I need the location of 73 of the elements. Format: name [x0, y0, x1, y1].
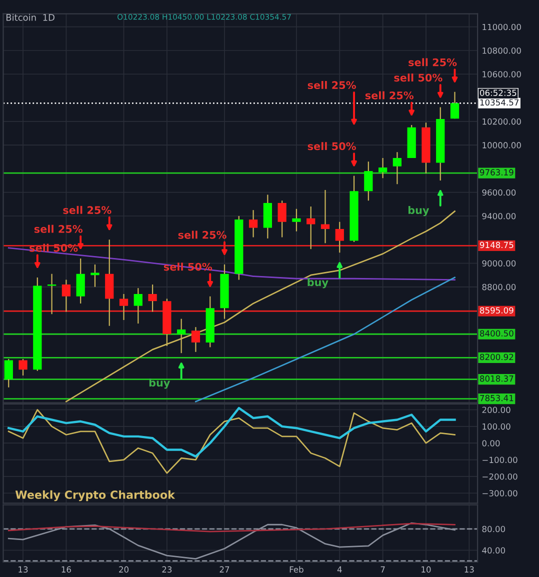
y-tick-label: 100.00	[482, 423, 510, 430]
y-tick-label: 8800.00	[482, 284, 516, 290]
y-tick-label: 9400.00	[482, 212, 516, 220]
y-tick-label: −200.00	[482, 473, 518, 480]
candlestick	[364, 161, 373, 202]
ref-line-label: 8018.37	[480, 375, 514, 382]
ref-line-label: 9763.19	[480, 169, 514, 176]
candlestick	[18, 358, 28, 376]
line-series	[8, 406, 456, 458]
candlestick	[248, 210, 258, 238]
ref-line-label: 7853.41	[480, 394, 514, 402]
annotation: buy	[308, 278, 328, 288]
candlestick	[177, 318, 186, 354]
annotation: sell 50%	[394, 74, 442, 82]
candlestick	[119, 293, 128, 321]
candlestick	[335, 221, 344, 254]
ref-line-label: 8595.09	[480, 307, 514, 314]
x-tick-label: 7	[380, 566, 385, 572]
candlestick	[392, 152, 402, 185]
annotation: sell 25%	[63, 206, 112, 214]
y-tick-label: −100.00	[482, 456, 518, 464]
candlestick	[134, 288, 142, 324]
annotation: sell 25%	[178, 230, 226, 239]
candlestick	[62, 279, 71, 312]
annotation: sell 25%	[308, 80, 356, 90]
ref-line-label: 9148.75	[480, 242, 514, 248]
line-series	[195, 276, 456, 402]
y-tick-label: 10000.00	[482, 142, 521, 148]
x-tick-label: 20	[119, 566, 129, 573]
y-tick-label: −300.00	[482, 490, 518, 496]
ref-line-label: 10354.57	[480, 99, 518, 106]
x-tick-label: 13	[464, 566, 474, 573]
candlestick	[148, 284, 157, 312]
annotation: buy	[149, 378, 170, 389]
annotation: sell 25%	[34, 224, 83, 233]
y-tick-label: 11000.00	[482, 24, 521, 30]
x-tick-label: 4	[337, 566, 342, 572]
candlestick	[306, 206, 316, 250]
x-tick-label: 23	[162, 566, 172, 573]
candlestick	[378, 158, 388, 179]
y-tick-label: 40.00	[482, 547, 506, 554]
y-tick-label: 10800.00	[482, 47, 521, 54]
annotation: buy	[408, 206, 430, 216]
candlestick	[292, 208, 301, 232]
candlestick	[76, 258, 85, 304]
annotation: Weekly Crypto Chartbook	[15, 490, 176, 502]
candlestick	[4, 358, 13, 388]
line-series	[8, 522, 456, 532]
line-series	[8, 409, 456, 474]
annotation: sell 25%	[365, 91, 414, 100]
ref-line-label: 8200.92	[480, 354, 514, 360]
y-tick-label: 9600.00	[482, 189, 516, 196]
candlestick	[90, 264, 100, 288]
y-tick-label: 10600.00	[482, 71, 521, 78]
candlestick	[320, 189, 330, 244]
y-tick-label: 200.00	[482, 406, 510, 414]
candlestick	[278, 200, 286, 238]
y-tick-label: 9000.00	[482, 260, 516, 267]
x-tick-label: 27	[220, 566, 230, 572]
annotation: sell 50%	[308, 142, 356, 150]
text: 06:52:35	[480, 90, 516, 96]
x-tick-label: Feb	[290, 566, 304, 573]
x-tick-label: 13	[18, 566, 28, 573]
y-tick-label: 10200.00	[482, 118, 521, 125]
ref-line-label: 8400.50	[480, 330, 514, 337]
candlestick	[191, 326, 200, 352]
annotation: sell 25%	[408, 58, 457, 66]
chart-title: Bitcoin 1D	[6, 14, 54, 21]
candlestick	[450, 91, 460, 120]
y-tick-label: 80.00	[482, 526, 506, 532]
x-tick-label: 10	[422, 566, 431, 573]
y-tick-label: 0.00	[482, 440, 500, 446]
x-tick-label: 16	[62, 566, 71, 573]
